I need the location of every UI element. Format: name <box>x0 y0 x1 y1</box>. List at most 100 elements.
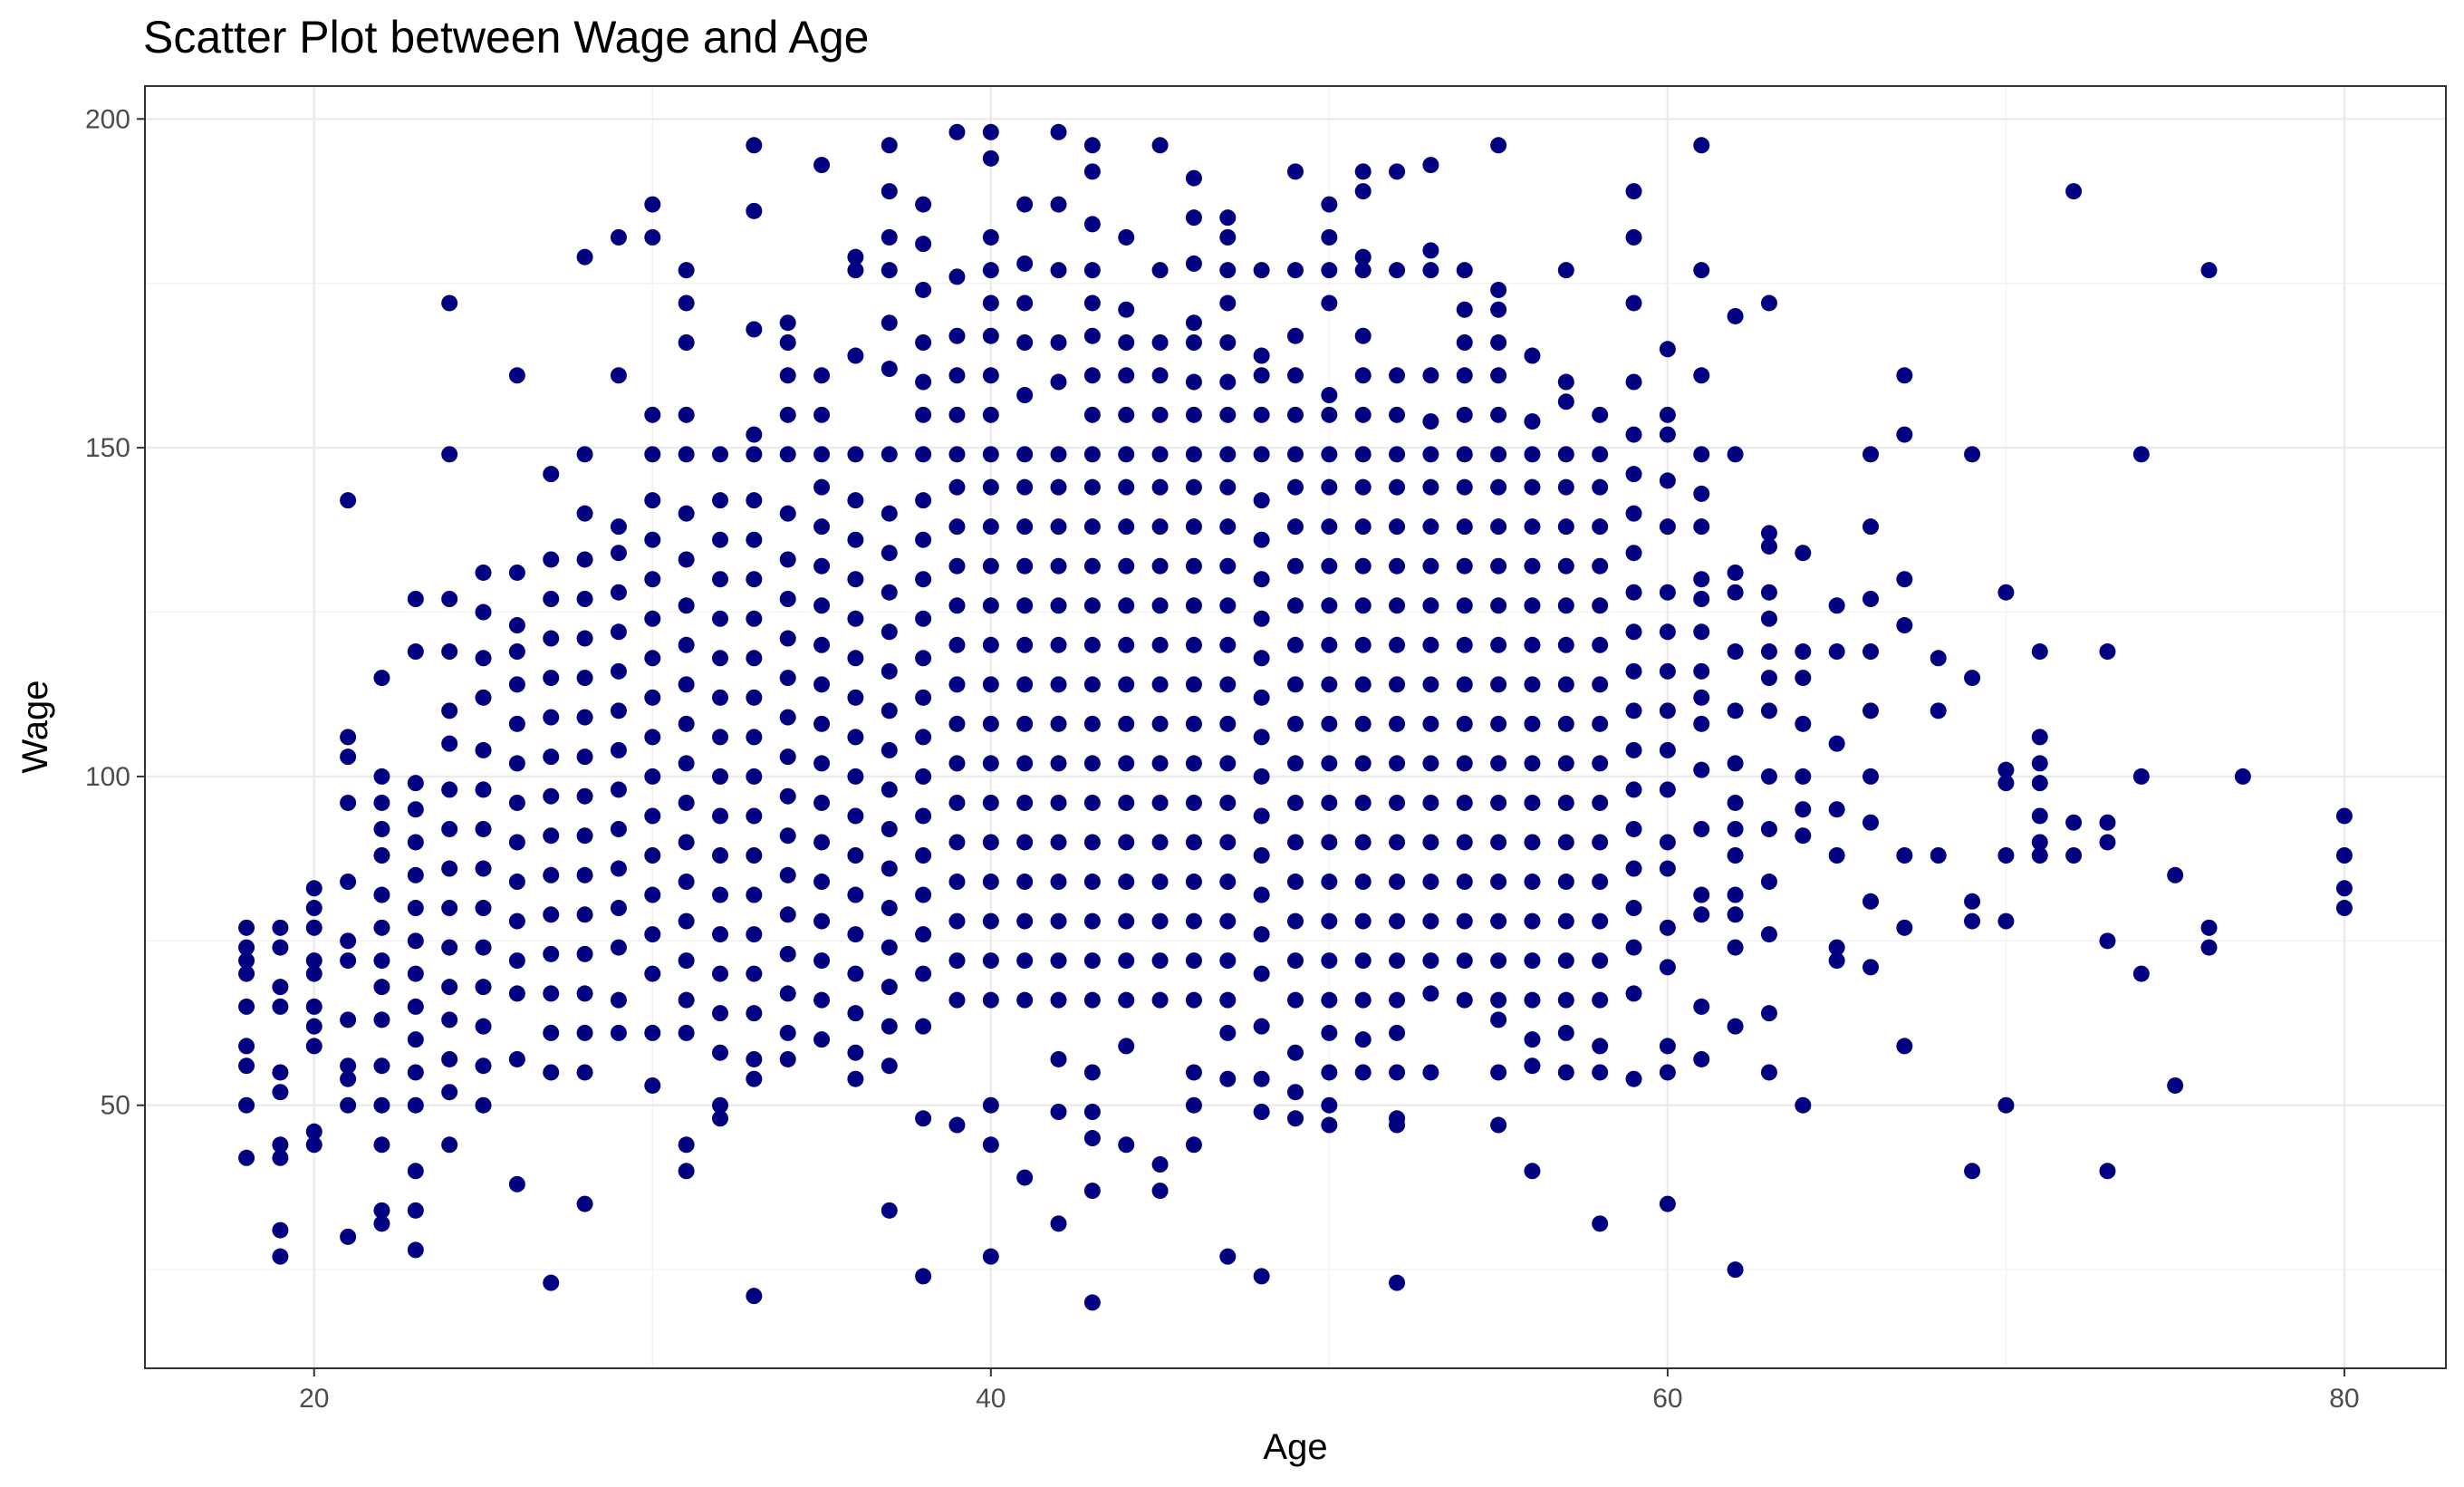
data-point <box>1490 597 1507 614</box>
data-point <box>1219 518 1237 536</box>
data-point <box>1185 334 1202 351</box>
data-point <box>779 827 796 845</box>
data-point <box>678 262 695 279</box>
data-point <box>1016 597 1034 614</box>
data-point <box>1625 781 1642 798</box>
data-point <box>1118 794 1135 811</box>
data-point <box>1795 827 1812 845</box>
data-point <box>779 591 796 607</box>
data-point <box>1287 991 1304 1009</box>
data-point <box>1795 643 1812 661</box>
data-point <box>644 571 661 588</box>
data-point <box>543 1064 560 1081</box>
data-point <box>1321 446 1338 463</box>
data-point <box>1050 334 1067 351</box>
data-point <box>881 662 898 680</box>
data-point <box>1321 952 1338 970</box>
data-point <box>1050 636 1067 653</box>
data-point <box>915 492 932 509</box>
data-point <box>1389 367 1406 384</box>
data-point <box>407 866 424 884</box>
data-point <box>1557 373 1574 391</box>
data-point <box>2200 262 2218 279</box>
data-point <box>1524 755 1541 772</box>
data-point <box>373 1057 390 1075</box>
data-point <box>1490 874 1507 891</box>
data-point <box>1659 406 1676 423</box>
data-point <box>746 321 763 338</box>
data-point <box>678 991 695 1009</box>
data-point <box>746 610 763 627</box>
data-point <box>1490 137 1507 154</box>
data-point <box>475 781 492 798</box>
plot-panel-border <box>144 85 2447 1369</box>
data-point <box>1456 518 1473 536</box>
data-point <box>1456 478 1473 496</box>
data-point <box>1118 636 1135 653</box>
data-point <box>1050 874 1067 891</box>
data-point <box>915 847 932 864</box>
data-point <box>881 1057 898 1075</box>
data-point <box>1219 1024 1237 1041</box>
data-point <box>1557 393 1574 410</box>
data-point <box>1083 1104 1101 1120</box>
data-point <box>746 847 763 864</box>
data-point <box>340 1096 357 1114</box>
data-point <box>1287 1110 1304 1127</box>
data-point <box>475 741 492 758</box>
data-point <box>948 446 966 463</box>
data-point <box>305 1038 322 1055</box>
data-point <box>1727 906 1744 923</box>
data-point <box>746 202 763 219</box>
data-point <box>1016 1169 1034 1186</box>
data-point <box>1997 847 2015 864</box>
data-point <box>847 689 864 706</box>
data-point <box>1354 597 1372 614</box>
data-point <box>644 196 661 213</box>
data-point <box>1151 912 1169 930</box>
data-point <box>982 327 999 344</box>
data-point <box>813 952 831 970</box>
data-point <box>678 715 695 732</box>
data-point <box>1321 262 1338 279</box>
data-point <box>746 807 763 825</box>
data-point <box>1828 952 1845 970</box>
data-point <box>543 709 560 726</box>
data-point <box>441 939 458 956</box>
data-point <box>779 630 796 647</box>
data-point <box>1151 597 1169 614</box>
data-point <box>1389 1110 1406 1127</box>
data-point <box>847 729 864 746</box>
data-point <box>1185 912 1202 930</box>
data-point <box>2200 939 2218 956</box>
data-point <box>475 939 492 956</box>
data-point <box>678 794 695 811</box>
data-point <box>1760 670 1777 687</box>
data-point <box>2099 643 2116 661</box>
data-point <box>1625 900 1642 917</box>
data-point <box>441 860 458 877</box>
x-tick-label: 40 <box>976 1384 1006 1414</box>
data-point <box>1321 834 1338 851</box>
data-point <box>1354 912 1372 930</box>
data-point <box>1693 820 1710 837</box>
data-point <box>340 794 357 811</box>
data-point <box>1321 636 1338 653</box>
data-point <box>915 196 932 213</box>
data-point <box>1354 406 1372 423</box>
data-point <box>1862 893 1879 910</box>
data-point <box>340 492 357 509</box>
data-point <box>576 1195 593 1212</box>
data-point <box>948 268 966 285</box>
data-point <box>644 650 661 667</box>
data-point <box>712 847 728 864</box>
data-point <box>508 755 525 772</box>
data-point <box>508 617 525 634</box>
data-point <box>238 998 255 1015</box>
data-point <box>1016 952 1034 970</box>
data-point <box>1151 367 1169 384</box>
data-point <box>543 466 560 483</box>
data-point <box>1456 367 1473 384</box>
data-point <box>1118 755 1135 772</box>
